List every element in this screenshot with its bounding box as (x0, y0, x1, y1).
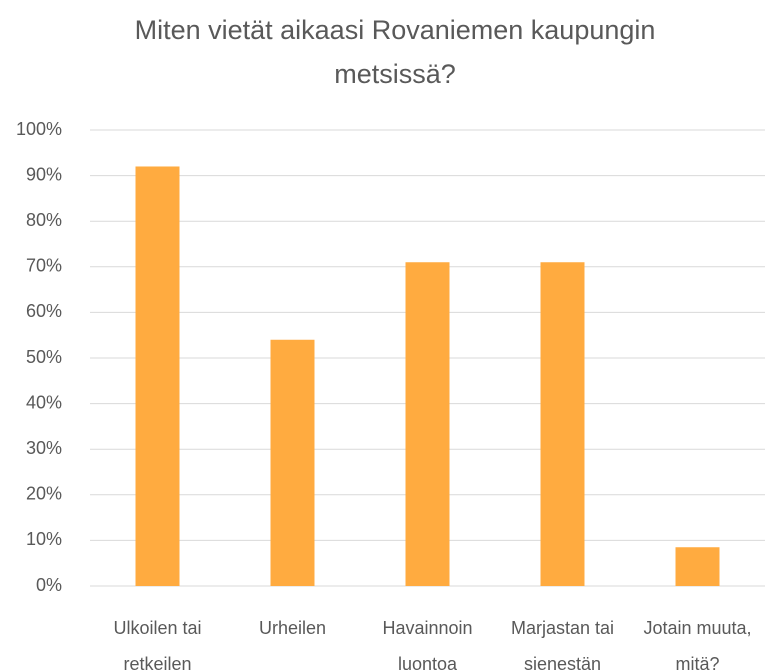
y-tick-label: 60% (26, 301, 62, 321)
y-tick-label: 90% (26, 164, 62, 184)
y-tick-label: 10% (26, 529, 62, 549)
x-tick-label: Ulkoilen tai retkeilen (113, 618, 202, 672)
y-tick-label: 20% (26, 484, 62, 504)
y-tick-label: 100% (16, 119, 62, 139)
y-tick-label: 30% (26, 438, 62, 458)
bar (135, 166, 180, 587)
y-tick-label: 80% (26, 210, 62, 230)
x-tick-label: Jotain muuta, mitä? (643, 618, 752, 672)
bar (270, 339, 315, 586)
y-tick-label: 70% (26, 256, 62, 276)
x-tick-label: Havainnoin luontoa (382, 618, 473, 672)
chart-title: Miten vietät aikaasi Rovaniemen kaupungi… (134, 15, 656, 89)
x-tick-label: Marjastan tai sienestän (510, 618, 615, 672)
y-tick-label: 0% (36, 575, 62, 595)
bar (405, 262, 450, 586)
bar (540, 262, 585, 586)
y-tick-label: 50% (26, 347, 62, 367)
x-tick-label: Urheilen (258, 618, 327, 638)
bar (675, 547, 720, 586)
y-tick-label: 40% (26, 392, 62, 412)
